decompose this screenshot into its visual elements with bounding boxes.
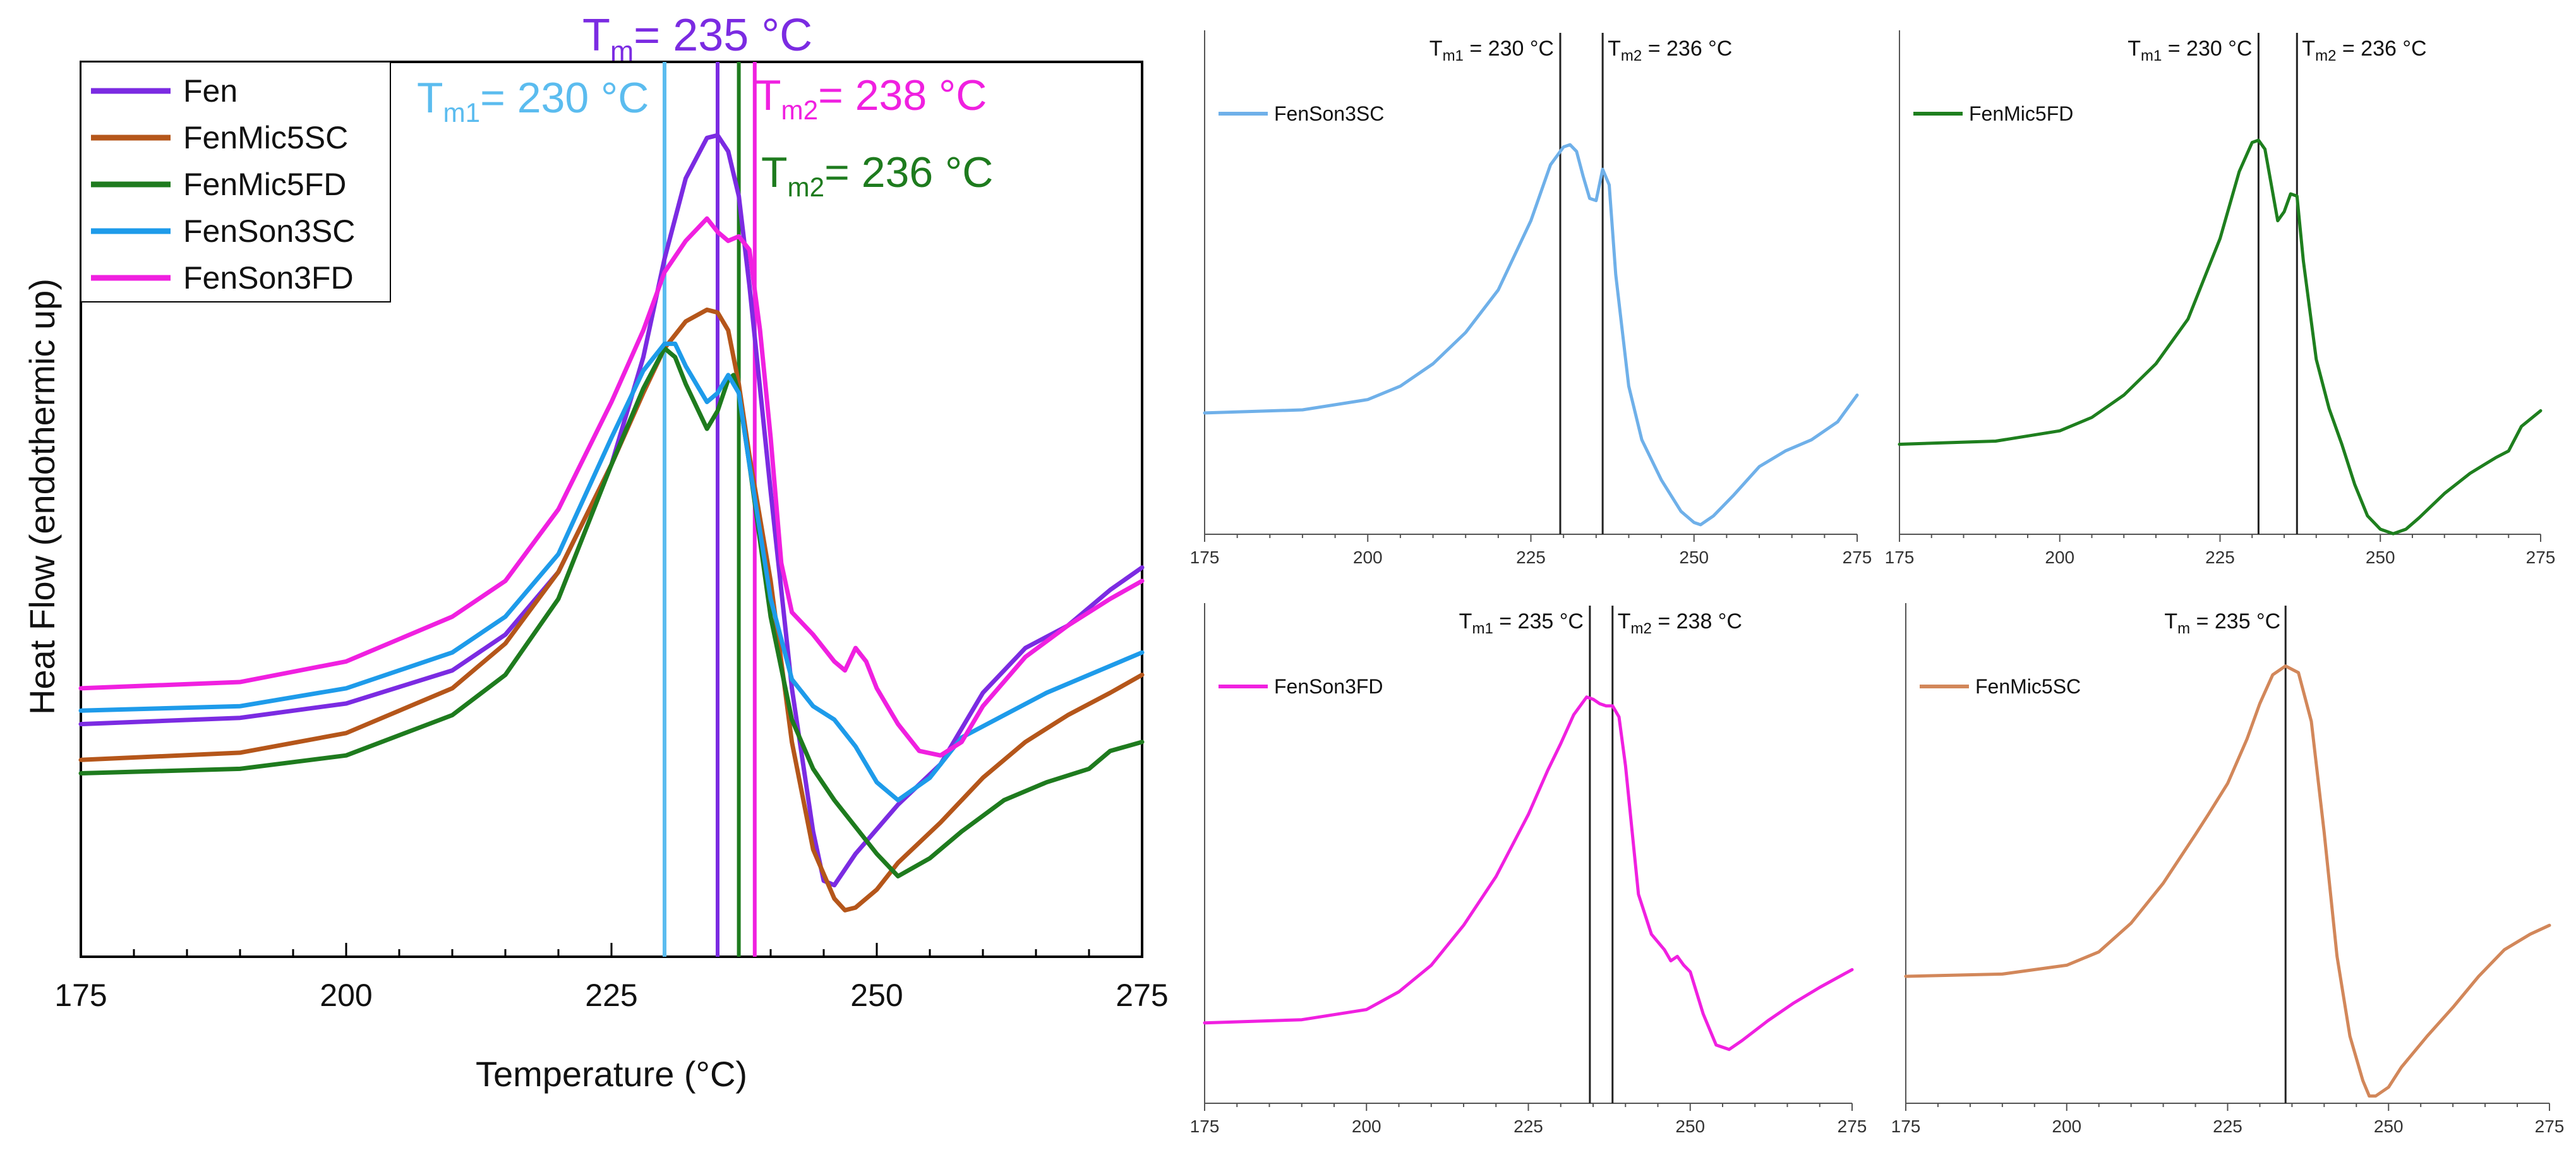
main-x-tick-label: 225 — [585, 978, 637, 1013]
panel-peak-marker-label: Tm1 = 230 °C — [2128, 37, 2252, 64]
panel-peak-marker-label: Tm2 = 236 °C — [1608, 37, 1732, 64]
marker-label-subscript: m2 — [1631, 620, 1652, 637]
marker-label-subscript: m2 — [1621, 47, 1642, 64]
marker-label-value: = 230 °C — [2162, 37, 2252, 61]
panel-x-tick-label: 225 — [1516, 548, 1546, 567]
main-peak-marker-label: Tm= 235 °C — [582, 10, 812, 67]
marker-label-subscript: m2 — [2315, 47, 2336, 64]
panel-x-tick-label: 250 — [2366, 548, 2395, 567]
panel-series-line — [1898, 138, 2543, 536]
marker-label-value: = 236 °C — [824, 148, 993, 196]
marker-label-subscript: m — [2177, 620, 2190, 637]
marker-label-value: = 235 °C — [1493, 609, 1584, 633]
marker-label-subscript: m1 — [1472, 620, 1493, 637]
marker-label-value: = 236 °C — [1642, 37, 1732, 61]
marker-label-symbol: T — [1459, 609, 1472, 633]
panel-peak-marker-label: Tm2 = 236 °C — [2302, 37, 2426, 64]
panel-p4: 175 200 225 250 275 Tm = 235 °C FenMic5SC — [1891, 603, 2565, 1136]
marker-label-symbol: T — [582, 10, 610, 61]
marker-label-value: = 236 °C — [2336, 37, 2426, 61]
panel-peak-marker-label: Tm1 = 230 °C — [1429, 37, 1554, 64]
legend-label: FenSon3FD — [183, 260, 354, 296]
panel-peak-marker-label: Tm = 235 °C — [2164, 609, 2280, 637]
panel-x-tick-label: 275 — [1838, 1117, 1867, 1136]
panel-series-line — [1203, 143, 1859, 527]
marker-label-subscript: m1 — [1443, 47, 1464, 64]
main-legend: Fen FenMic5SC FenMic5FD FenSon3SC FenSon3FD — [80, 61, 391, 302]
main-series-line — [78, 216, 1145, 758]
marker-label-value: = 230 °C — [480, 74, 649, 122]
panel-legend-label: FenMic5SC — [1975, 675, 2081, 698]
panel-x-tick-label: 175 — [1190, 1117, 1220, 1136]
panel-legend-label: FenSon3SC — [1274, 102, 1384, 125]
panel-series-line — [1904, 664, 2551, 1098]
main-x-tick-label: 175 — [54, 978, 107, 1013]
panel-series-line — [1203, 695, 1854, 1051]
panel-x-tick-label: 175 — [1885, 548, 1915, 567]
marker-label-value: = 238 °C — [1652, 609, 1742, 633]
main-peak-marker-label: Tm2= 238 °C — [755, 71, 987, 125]
legend-label: FenMic5SC — [183, 120, 348, 155]
panel-legend-label: FenMic5FD — [1969, 102, 2073, 125]
main-x-tick-label: 200 — [320, 978, 372, 1013]
panel-x-tick-label: 225 — [2205, 548, 2235, 567]
panel-x-tick-label: 225 — [2213, 1117, 2242, 1136]
legend-label: FenMic5FD — [183, 167, 346, 202]
main-x-axis-label: Temperature (°C) — [476, 1054, 747, 1094]
marker-label-value: = 238 °C — [818, 71, 987, 119]
marker-label-symbol: T — [417, 74, 443, 122]
panel-x-tick-label: 175 — [1891, 1117, 1921, 1136]
panel-x-tick-label: 225 — [1514, 1117, 1543, 1136]
panel-peak-marker-label: Tm2 = 238 °C — [1618, 609, 1742, 637]
panel-x-tick-label: 200 — [2045, 548, 2074, 567]
marker-label-subscript: m2 — [788, 172, 825, 202]
marker-label-symbol: T — [1429, 37, 1443, 61]
marker-label-symbol: T — [2302, 37, 2315, 61]
panel-x-tick-label: 200 — [1352, 1117, 1381, 1136]
marker-label-symbol: T — [2128, 37, 2141, 61]
marker-label-symbol: T — [2164, 609, 2177, 633]
panel-x-tick-label: 275 — [1843, 548, 1872, 567]
panel-x-tick-label: 200 — [1353, 548, 1383, 567]
panel-x-tick-label: 275 — [2535, 1117, 2565, 1136]
marker-label-value: = 235 °C — [634, 10, 812, 61]
marker-label-subscript: m1 — [443, 98, 481, 128]
legend-label: FenSon3SC — [183, 213, 355, 249]
main-x-tick-label: 275 — [1116, 978, 1168, 1013]
panel-x-tick-label: 175 — [1190, 548, 1220, 567]
marker-label-symbol: T — [1618, 609, 1631, 633]
panel-peak-marker-label: Tm1 = 235 °C — [1459, 609, 1584, 637]
marker-label-value: = 235 °C — [2190, 609, 2280, 633]
panel-legend-label: FenSon3FD — [1274, 675, 1383, 698]
panel-x-tick-label: 275 — [2526, 548, 2556, 567]
main-series-line — [78, 341, 1145, 803]
legend-label: Fen — [183, 73, 238, 109]
marker-label-subscript: m — [610, 36, 634, 67]
marker-label-symbol: T — [761, 148, 788, 196]
marker-label-subscript: m2 — [781, 95, 819, 125]
main-chart: 175 200 225 250 275 Temperature (°C) Heat Flow… — [22, 10, 1169, 1094]
panel-x-tick-label: 250 — [1679, 548, 1709, 567]
main-x-tick-label: 250 — [850, 978, 903, 1013]
main-peak-marker-label: Tm2= 236 °C — [761, 148, 993, 202]
main-y-axis-label: Heat Flow (endothermic up) — [22, 279, 62, 715]
marker-label-subscript: m1 — [2141, 47, 2162, 64]
panel-x-tick-label: 250 — [1675, 1117, 1705, 1136]
marker-label-symbol: T — [755, 71, 781, 119]
panel-x-tick-label: 250 — [2374, 1117, 2404, 1136]
marker-label-value: = 230 °C — [1464, 37, 1554, 61]
main-peak-marker-label: Tm1= 230 °C — [417, 74, 649, 128]
panel-x-tick-label: 200 — [2052, 1117, 2081, 1136]
marker-label-symbol: T — [1608, 37, 1621, 61]
